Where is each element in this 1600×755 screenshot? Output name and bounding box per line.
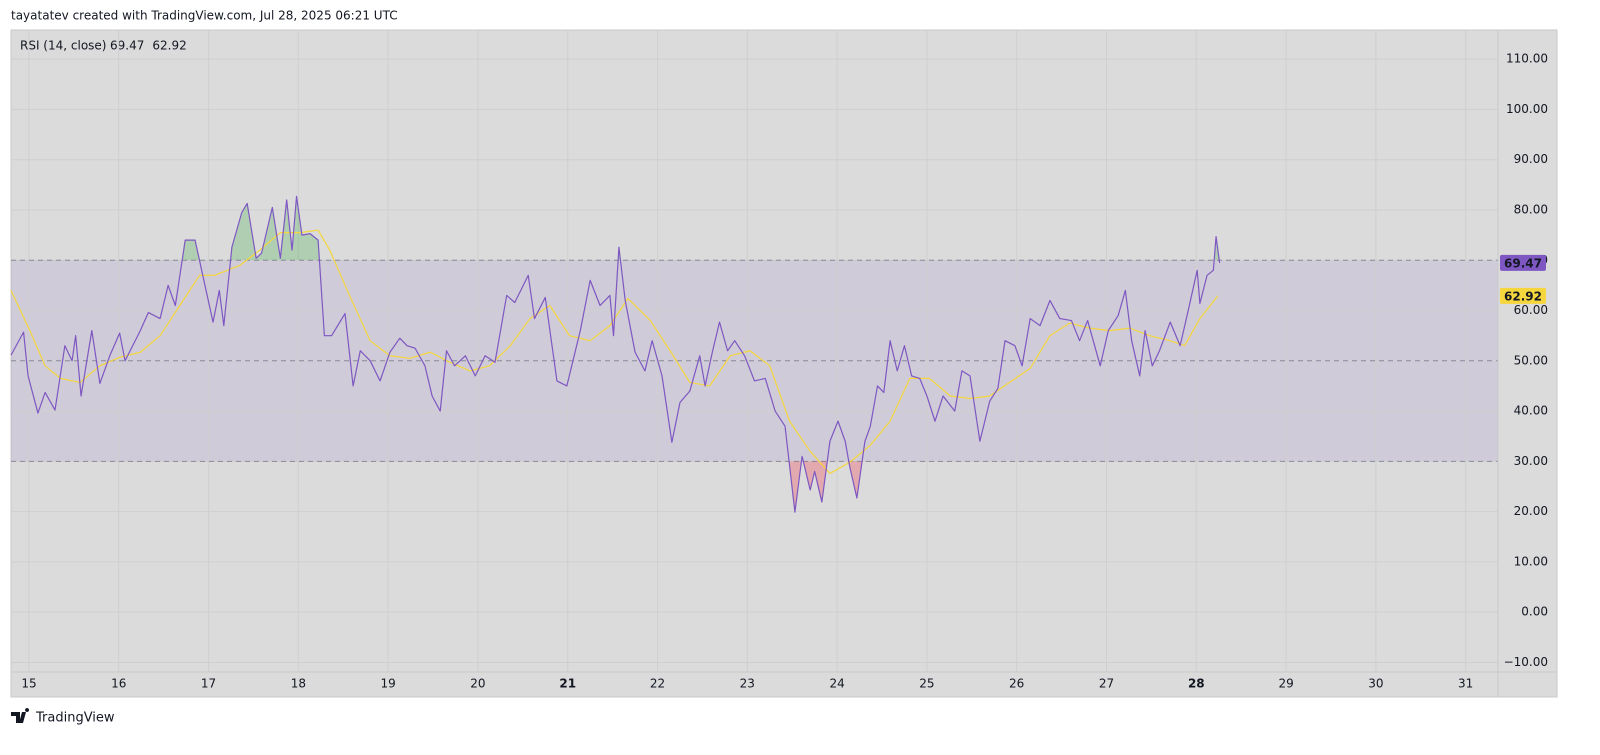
chart-frame: [10, 29, 1558, 698]
y-tick-label: 80.00: [1514, 202, 1548, 216]
x-tick-label: 22: [650, 677, 665, 691]
y-tick-label: 10.00: [1514, 554, 1548, 568]
y-tick-label: 60.00: [1514, 303, 1548, 317]
x-tick-label: 25: [919, 677, 934, 691]
legend-value: 62.92: [152, 39, 186, 53]
x-tick-label: 30: [1368, 677, 1383, 691]
y-tick-label: 100.00: [1506, 102, 1548, 116]
x-tick-label: 15: [21, 677, 36, 691]
y-tick-label: 20.00: [1514, 504, 1548, 518]
last-value-label: 62.92: [1504, 289, 1542, 303]
overbought-fill: [11, 196, 1220, 261]
y-tick-label: 40.00: [1514, 404, 1548, 418]
x-tick-label: 16: [111, 677, 126, 691]
logo-icon: [11, 708, 30, 723]
x-tick-label: 27: [1099, 677, 1114, 691]
series-line: [10, 195, 1221, 513]
indicator-title: RSI (14, close): [20, 39, 106, 53]
x-tick-label: 20: [470, 677, 485, 691]
x-tick-label: 18: [291, 677, 306, 691]
x-tick-label: 29: [1278, 677, 1293, 691]
y-tick-label: 50.00: [1514, 353, 1548, 367]
x-tick-label: 24: [829, 677, 844, 691]
x-tick-label: 17: [201, 677, 216, 691]
legend-value: 69.47: [110, 39, 144, 53]
last-value-tag: [1500, 254, 1546, 271]
last-value-tag: [1500, 287, 1546, 304]
series-line: [10, 229, 1219, 475]
y-tick-label: 90.00: [1514, 152, 1548, 166]
y-tick-label: 0.00: [1521, 605, 1548, 619]
y-tick-label: 30.00: [1514, 454, 1548, 468]
y-tick-label: 110.00: [1506, 52, 1548, 66]
tradingview-logo: TradingView: [11, 708, 115, 726]
x-tick-label: 28: [1188, 677, 1205, 691]
y-tick-label: −10.00: [1504, 655, 1548, 669]
x-tick-label: 19: [380, 677, 395, 691]
last-value-label: 69.47: [1504, 256, 1542, 270]
footer-brand: TradingView: [35, 711, 115, 726]
x-tick-label: 26: [1009, 677, 1024, 691]
x-tick-label: 23: [740, 677, 755, 691]
header-text: tayatatev created with TradingView.com, …: [11, 9, 398, 23]
x-tick-label: 31: [1458, 677, 1473, 691]
x-tick-label: 21: [559, 677, 576, 691]
